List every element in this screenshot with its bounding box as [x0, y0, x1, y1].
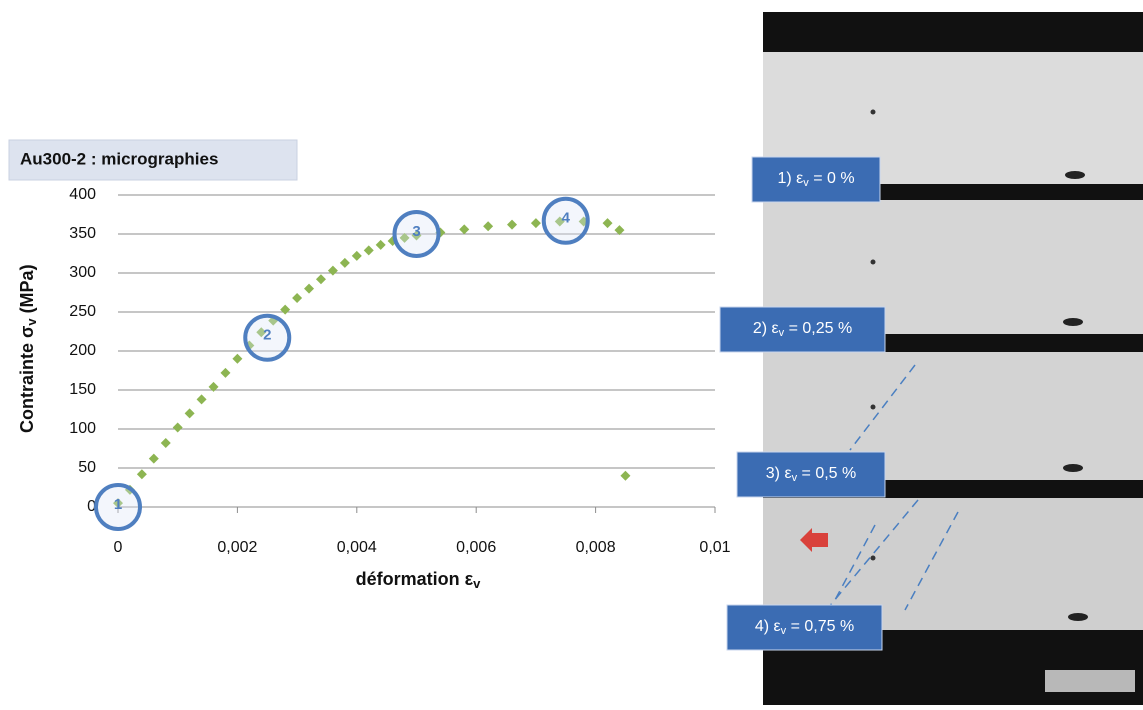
- data-point: [304, 283, 315, 294]
- chart-title: Au300-2 : micrographies: [20, 149, 218, 168]
- data-point: [399, 232, 410, 243]
- data-point: [184, 408, 195, 419]
- micrograph-label-box: [726, 604, 883, 651]
- y-axis-title-part: v: [24, 318, 39, 326]
- y-tick-label: 200: [69, 342, 96, 359]
- x-tick-label: 0,008: [576, 539, 616, 556]
- y-tick-label: 300: [69, 264, 96, 281]
- micrograph-label: 4) εv = 0,75 %: [755, 618, 854, 637]
- data-point: [292, 292, 303, 303]
- data-point: [172, 422, 183, 433]
- annotation-circle: [541, 196, 590, 245]
- data-point: [459, 224, 470, 235]
- x-tick-label: 0,002: [217, 539, 257, 556]
- micrograph-label-part: = 0,5 %: [797, 465, 856, 482]
- micrograph-label-part: 2) ε: [753, 320, 779, 337]
- y-tick-label: 50: [78, 459, 96, 476]
- x-tick-label: 0,006: [456, 539, 496, 556]
- data-point: [232, 353, 243, 364]
- data-point: [614, 225, 625, 236]
- y-tick-label: 150: [69, 381, 96, 398]
- data-point: [256, 327, 267, 338]
- y-tick-label: 100: [69, 420, 96, 437]
- micrograph-label-part: 4) ε: [755, 618, 781, 635]
- data-point: [196, 394, 207, 405]
- micrograph-label-part: 3) ε: [766, 465, 792, 482]
- data-point: [351, 250, 362, 261]
- data-point: [483, 221, 494, 232]
- annotation-label: 3: [412, 223, 420, 240]
- data-point: [280, 304, 291, 315]
- data-point: [339, 257, 350, 268]
- data-point: [220, 367, 231, 378]
- micrograph-image: [763, 12, 1143, 705]
- micrograph-label: 1) εv = 0 %: [777, 170, 854, 189]
- micrograph-label-box: [719, 306, 886, 353]
- y-tick-label: 400: [69, 186, 96, 203]
- y-tick-label: 350: [69, 225, 96, 242]
- x-axis-title: déformation εv: [356, 569, 482, 592]
- annotation-label: 4: [562, 210, 571, 227]
- micrograph-label-part: 1) ε: [777, 170, 803, 187]
- micrograph-label-part: = 0 %: [809, 170, 855, 187]
- micrograph-label-box: [751, 156, 881, 203]
- x-tick-label: 0: [114, 539, 123, 556]
- micrograph-label-part: v: [803, 177, 809, 189]
- annotation-label: 2: [263, 327, 271, 344]
- y-axis-title-part: (MPa): [17, 264, 37, 318]
- data-point: [411, 230, 422, 241]
- data-point: [208, 381, 219, 392]
- x-axis-title-part: v: [473, 576, 481, 591]
- title-box: [8, 139, 298, 181]
- x-tick-label: 0,01: [699, 539, 730, 556]
- annotation-circle: [94, 483, 142, 531]
- data-point: [554, 216, 565, 227]
- data-point: [507, 219, 518, 230]
- micrograph-label-box: [736, 451, 886, 498]
- annotation-label: 1: [114, 496, 122, 513]
- micrograph-label-part: = 0,75 %: [786, 618, 854, 635]
- y-tick-label: 0: [87, 498, 96, 515]
- x-tick-label: 0,004: [337, 539, 377, 556]
- data-point: [602, 218, 613, 229]
- y-axis-title: Contrainte σv (MPa): [17, 264, 40, 433]
- data-point: [315, 274, 326, 285]
- data-point: [136, 469, 147, 480]
- annotation-circle: [392, 210, 441, 258]
- data-point: [327, 265, 338, 276]
- y-axis-title-part: Contrainte σ: [17, 326, 37, 433]
- micrograph-label-part: = 0,25 %: [784, 320, 852, 337]
- micrograph-label-part: v: [781, 625, 787, 637]
- data-point: [375, 239, 386, 250]
- micrograph-label-part: v: [779, 327, 785, 339]
- micrograph-label: 2) εv = 0,25 %: [753, 320, 852, 339]
- data-point: [530, 218, 541, 229]
- x-axis-title-part: déformation ε: [356, 569, 474, 589]
- data-point: [363, 245, 374, 256]
- micrograph-label: 3) εv = 0,5 %: [766, 465, 856, 484]
- annotation-circle: [243, 313, 292, 362]
- data-point: [160, 438, 171, 449]
- data-point: [148, 453, 159, 464]
- micrograph-label-part: v: [792, 472, 798, 484]
- data-point: [113, 498, 123, 509]
- y-tick-label: 250: [69, 303, 96, 320]
- data-point: [620, 470, 631, 481]
